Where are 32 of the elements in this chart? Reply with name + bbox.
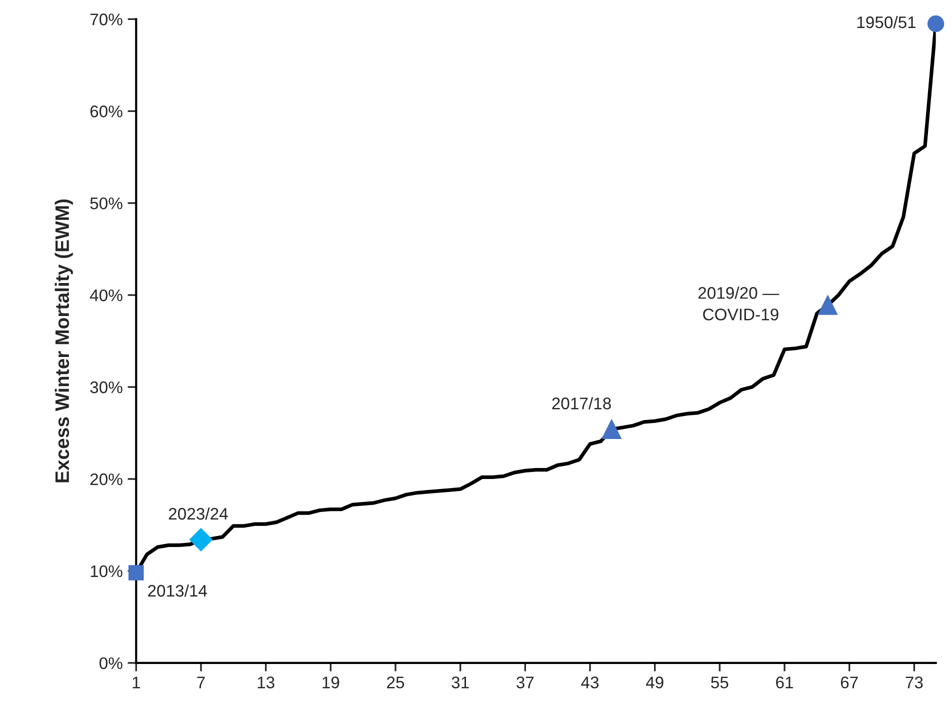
x-tick-label: 61 [776, 676, 793, 688]
x-tick-label: 55 [711, 676, 728, 688]
y-tick-label: 50% [90, 197, 122, 210]
point [128, 565, 144, 580]
point [927, 15, 944, 32]
x-tick-label: 67 [840, 676, 858, 688]
x-tick-label: 19 [322, 676, 340, 688]
annotation: 2023/24 [168, 507, 228, 520]
y-tick-label: 0% [100, 657, 122, 670]
y-tick-label: 10% [90, 565, 122, 578]
x-tick-label: 49 [646, 676, 664, 688]
y-tick-label: 70% [90, 14, 122, 26]
annotation: 2013/14 [148, 584, 208, 597]
y-axis-title: Excess Winter Mortality (EWM) [54, 199, 73, 482]
x-tick-label: 7 [197, 676, 205, 688]
annotation: 2019/20 — COVID-19 [698, 286, 780, 320]
x-tick-label: 37 [516, 676, 534, 688]
point [818, 295, 838, 315]
point [189, 528, 212, 552]
y-tick-label: 60% [90, 106, 122, 118]
point [602, 420, 622, 440]
annotation: 2017/18 [552, 397, 611, 410]
y-tick-label: 20% [90, 473, 122, 486]
x-tick-label: 73 [906, 676, 923, 688]
y-tick-label: 30% [90, 381, 122, 394]
x-tick-label: 13 [258, 676, 274, 688]
y-tick-label: 40% [90, 289, 122, 302]
x-tick-label: 25 [387, 676, 404, 688]
annotation: 1950/51 [857, 16, 916, 28]
x-tick-label: 31 [452, 676, 469, 688]
x-tick-label: 1 [132, 676, 140, 688]
x-tick-label: 43 [581, 676, 599, 688]
